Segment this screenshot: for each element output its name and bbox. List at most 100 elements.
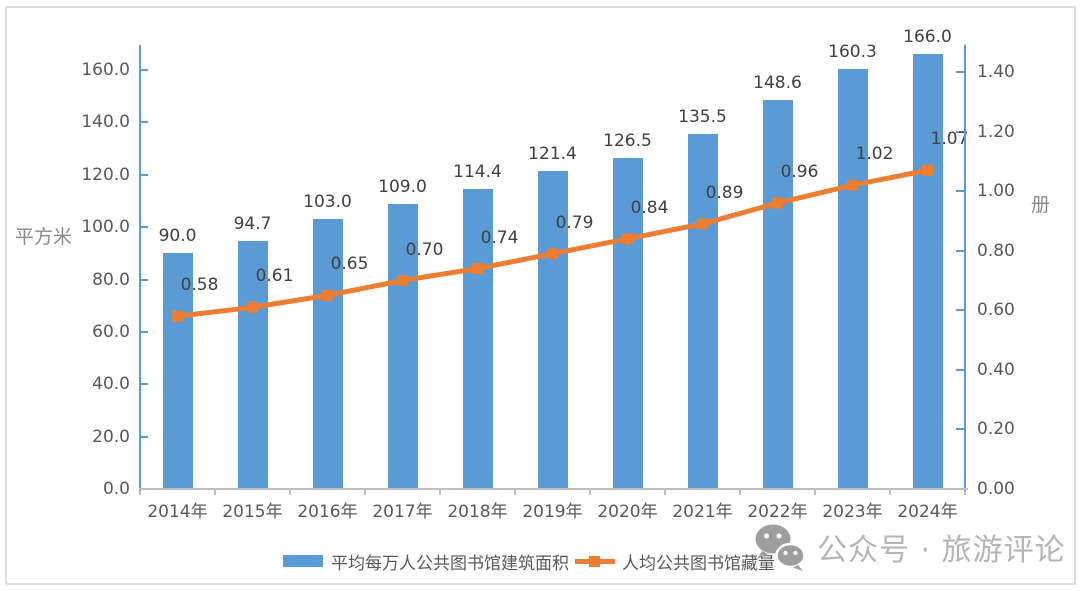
bar-value-label: 114.4 bbox=[453, 162, 502, 183]
left-axis-tick bbox=[140, 226, 148, 229]
bar bbox=[612, 157, 643, 489]
legend-label-line-series: 人均公共图书馆藏量 bbox=[622, 553, 775, 574]
right-axis-line bbox=[964, 45, 966, 491]
right-axis-tick-label: 0.40 bbox=[977, 359, 1015, 380]
right-axis-tick-label: 0.60 bbox=[977, 300, 1015, 321]
line-point-marker bbox=[547, 248, 558, 260]
left-axis-tick-label: 40.0 bbox=[92, 374, 130, 395]
x-axis-category-label: 2014年 bbox=[147, 502, 208, 522]
bar-value-label: 135.5 bbox=[678, 107, 727, 128]
x-axis-category-label: 2016年 bbox=[297, 502, 358, 522]
right-axis-tick bbox=[956, 428, 964, 431]
x-axis-category-label: 2020年 bbox=[597, 502, 658, 522]
x-axis-tick bbox=[364, 488, 366, 495]
line-point-marker bbox=[772, 197, 783, 209]
left-axis-line bbox=[139, 45, 141, 491]
right-axis-tick-label: 0.20 bbox=[977, 419, 1015, 440]
x-axis-tick bbox=[514, 488, 516, 495]
left-axis-tick-label: 100.0 bbox=[81, 217, 130, 238]
chart-frame-border bbox=[5, 6, 1076, 585]
right-axis-tick-label: 1.40 bbox=[977, 62, 1015, 82]
line-point-marker bbox=[622, 233, 633, 245]
bar-value-label: 148.6 bbox=[753, 72, 802, 93]
x-axis-tick bbox=[814, 488, 816, 495]
line-point-marker bbox=[247, 301, 258, 313]
bar bbox=[387, 203, 418, 489]
left-axis-tick bbox=[140, 278, 148, 281]
x-axis-category-label: 2015年 bbox=[222, 502, 283, 522]
line-value-label: 0.58 bbox=[180, 275, 219, 296]
legend-bar-swatch bbox=[283, 555, 323, 567]
watermark-text: 公众号 · 旅游评论 bbox=[817, 533, 1066, 568]
left-axis-tick bbox=[140, 383, 148, 386]
line-point-marker bbox=[472, 263, 483, 275]
left-axis-tick-label: 0.0 bbox=[102, 479, 130, 499]
left-axis-tick-label: 80.0 bbox=[92, 269, 130, 290]
line-value-label: 0.79 bbox=[555, 212, 594, 233]
x-axis-tick bbox=[964, 488, 966, 495]
line-value-label: 0.96 bbox=[780, 162, 819, 183]
right-axis-tick-label: 0.80 bbox=[977, 240, 1015, 261]
line-value-label: 0.70 bbox=[405, 239, 444, 260]
x-axis-tick bbox=[439, 488, 441, 495]
bar bbox=[687, 134, 718, 489]
right-axis-tick bbox=[956, 249, 964, 252]
right-axis-tick bbox=[956, 190, 964, 193]
bar bbox=[312, 219, 343, 489]
bar-value-label: 126.5 bbox=[603, 130, 652, 151]
line-value-label: 0.89 bbox=[705, 182, 744, 203]
x-axis-category-label: 2019年 bbox=[522, 502, 583, 522]
line-point-marker bbox=[847, 179, 858, 191]
x-axis-tick bbox=[889, 488, 891, 495]
x-axis-tick bbox=[664, 488, 666, 495]
bar bbox=[912, 54, 943, 489]
x-axis-category-label: 2017年 bbox=[372, 502, 433, 522]
bar-value-label: 103.0 bbox=[303, 192, 352, 213]
bar bbox=[837, 69, 868, 489]
left-axis-tick bbox=[140, 435, 148, 438]
bar-value-label: 160.3 bbox=[828, 42, 877, 63]
bar-value-label: 90.0 bbox=[158, 226, 197, 247]
line-value-label: 0.61 bbox=[255, 266, 294, 287]
left-axis-tick bbox=[140, 173, 148, 176]
legend-label-bar-series: 平均每万人公共图书馆建筑面积 bbox=[331, 553, 569, 574]
right-axis-tick-label: 1.00 bbox=[977, 181, 1015, 202]
bar-value-label: 166.0 bbox=[903, 27, 952, 48]
x-axis-category-label: 2023年 bbox=[822, 502, 883, 522]
left-axis-tick-label: 60.0 bbox=[92, 321, 130, 342]
x-axis-tick bbox=[139, 488, 141, 495]
bar bbox=[462, 189, 493, 489]
x-axis-line bbox=[139, 488, 968, 490]
wechat-icon bbox=[755, 524, 806, 571]
line-point-marker bbox=[172, 310, 183, 322]
right-axis-tick-label: 0.00 bbox=[977, 479, 1015, 499]
x-axis-category-label: 2018年 bbox=[447, 502, 508, 522]
x-axis-category-label: 2024年 bbox=[897, 502, 958, 522]
line-point-marker bbox=[697, 218, 708, 230]
bar-value-label: 109.0 bbox=[378, 176, 427, 197]
bar bbox=[762, 99, 793, 489]
right-axis-tick bbox=[956, 130, 964, 133]
left-axis-tick-label: 120.0 bbox=[81, 164, 130, 185]
line-value-label: 1.02 bbox=[855, 144, 894, 165]
right-axis-tick bbox=[956, 368, 964, 371]
legend: 平均每万人公共图书馆建筑面积 人均公共图书馆藏量 bbox=[283, 551, 775, 574]
line-value-label: 0.84 bbox=[630, 197, 669, 218]
left-axis-tick-label: 20.0 bbox=[92, 426, 130, 447]
line-series bbox=[177, 167, 928, 319]
left-axis-tick-label: 160.0 bbox=[81, 60, 130, 80]
bar bbox=[237, 241, 268, 489]
x-axis-tick bbox=[289, 488, 291, 495]
left-axis-tick-label: 140.0 bbox=[81, 112, 130, 133]
right-axis-tick-label: 1.20 bbox=[977, 121, 1015, 142]
right-axis-tick bbox=[956, 71, 964, 73]
x-axis-tick bbox=[589, 488, 591, 495]
x-axis-category-label: 2022年 bbox=[747, 502, 808, 522]
watermark: 公众号 · 旅游评论 bbox=[752, 522, 1066, 572]
bar bbox=[162, 253, 193, 489]
line-value-label: 0.74 bbox=[480, 227, 519, 248]
line-point-marker bbox=[322, 289, 333, 301]
